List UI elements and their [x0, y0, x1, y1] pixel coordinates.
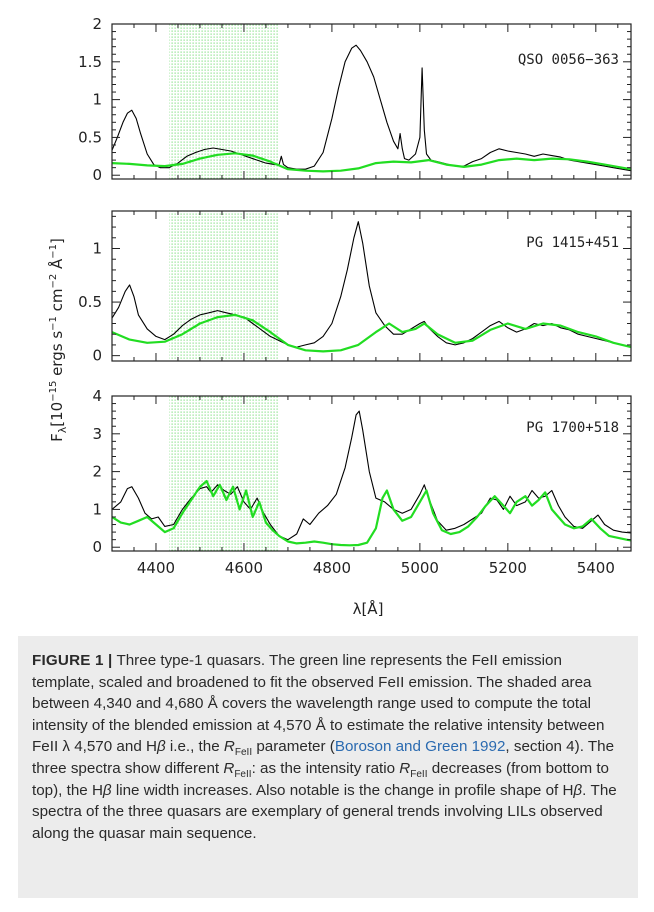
caption-text-7: line width increases. Also notable is th…	[111, 781, 574, 799]
y-tick-label: 1	[92, 91, 102, 109]
caption-beta-2: β	[102, 781, 112, 799]
caption-r-3-sub: FeII	[410, 769, 428, 780]
y-tick-label: 0	[92, 538, 102, 556]
shaded-region	[169, 24, 280, 179]
x-tick-label: 4600	[225, 559, 263, 577]
y-tick-label: 2	[92, 463, 102, 481]
shaded-region	[169, 396, 280, 551]
caption-r-1: R	[223, 738, 235, 756]
panel-label: PG 1415+451	[526, 235, 619, 251]
y-tick-label: 1	[92, 240, 102, 258]
x-tick-label: 5200	[489, 559, 527, 577]
y-tick-label: 0	[92, 166, 102, 184]
y-tick-label: 0.5	[78, 293, 102, 311]
panel-1: 0 0.5 1 1.5 2 QSO 0056−363	[78, 15, 632, 184]
observed-spectrum-line	[111, 44, 632, 172]
panel-3: 4400 4600 4800 5000 5200 5400 0 1 2 3 4 PG 1700+518	[92, 387, 632, 577]
panel-label: PG 1700+518	[526, 420, 619, 436]
caption-r-2: R	[223, 759, 235, 777]
shaded-region	[169, 211, 280, 361]
caption-r-1-sub: FeII	[234, 747, 253, 759]
y-axis-label: Fλ[10−15 ergs s−1 cm−2 Å−1]	[47, 238, 69, 442]
caption-beta-3: β	[573, 781, 583, 799]
feii-template-line	[111, 480, 632, 547]
caption-text-1: Three type-1 quasars. The green line rep…	[32, 652, 605, 756]
feii-template-line	[111, 152, 632, 173]
caption-beta-1: β	[156, 738, 166, 756]
x-tick-label: 5000	[401, 559, 439, 577]
caption-text-6: decreases (from bottom to top), the H	[32, 759, 609, 799]
caption-r-2-sub: FeII	[234, 769, 252, 780]
y-tick-label: 0.5	[78, 128, 102, 146]
caption-text-2: i.e., the	[165, 738, 224, 756]
y-tick-label: 1	[92, 500, 102, 518]
panel-frame	[111, 210, 632, 362]
caption-label: FIGURE 1 |	[32, 652, 113, 669]
y-tick-label: 1.5	[78, 53, 102, 71]
x-tick-label: 4800	[313, 559, 351, 577]
figure-caption: FIGURE 1 | Three type-1 quasars. The gre…	[18, 636, 638, 898]
caption-text-8: . The spectra of the three quasars are e…	[32, 781, 617, 842]
y-tick-label: 2	[92, 15, 102, 33]
panel-frame	[111, 395, 632, 552]
caption-text-3: parameter (	[252, 738, 335, 756]
caption-citation-link[interactable]: Boroson and Green 1992	[334, 738, 506, 756]
x-tick-label: 5400	[577, 559, 615, 577]
panels: 0 0.5 1 1.5 2 QSO 0056−363 0 0.5 1 PG 1415+451 440…	[78, 15, 632, 577]
panel-frame	[111, 23, 632, 180]
x-tick-label: 4400	[137, 559, 175, 577]
panel-2: 0 0.5 1 PG 1415+451	[78, 210, 632, 365]
y-tick-label: 3	[92, 425, 102, 443]
caption-r-3: R	[399, 759, 411, 777]
x-axis-label: λ[Å]	[353, 599, 384, 618]
y-tick-label: 4	[92, 387, 102, 405]
feii-template-line	[111, 313, 632, 353]
spectra-figure: 0 0.5 1 1.5 2 QSO 0056−363 0 0.5 1 PG 1415+451 440…	[47, 15, 632, 618]
panel-label: QSO 0056−363	[518, 52, 619, 68]
caption-text-4: , section 4). The three spectra show dif…	[32, 738, 615, 777]
caption-text-5: : as the intensity ratio	[251, 759, 400, 777]
y-tick-label: 0	[92, 347, 102, 365]
